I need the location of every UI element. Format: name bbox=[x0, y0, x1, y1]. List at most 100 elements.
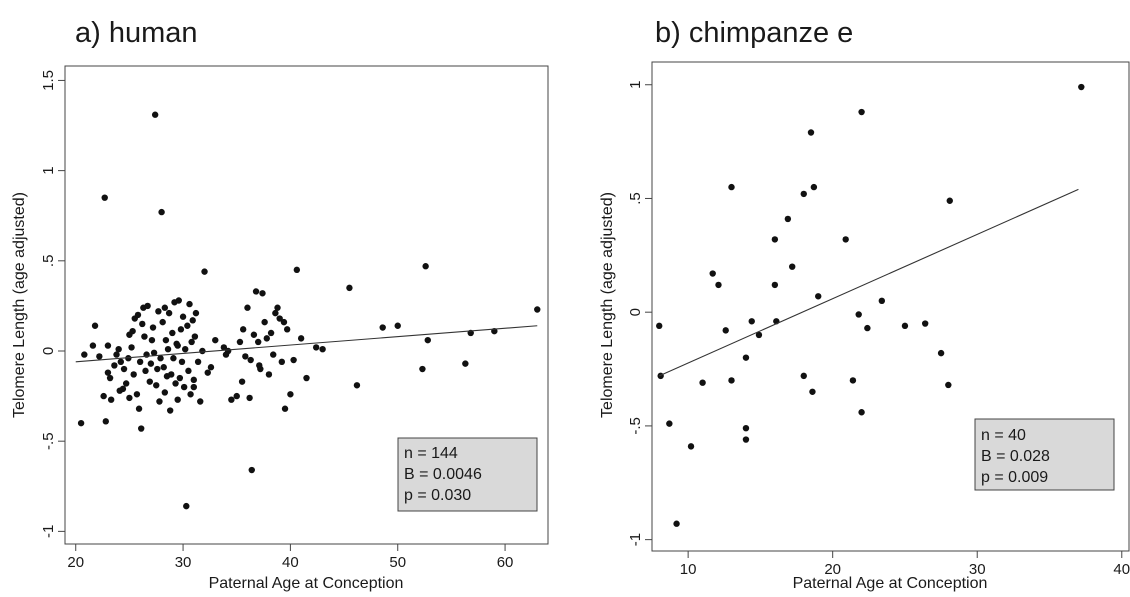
data-point-human bbox=[267, 329, 275, 337]
x-tick-label-chimpanzee: 30 bbox=[969, 561, 986, 578]
stats-box-background-chimpanzee bbox=[974, 418, 1115, 491]
data-point-human bbox=[185, 367, 192, 375]
data-point-human bbox=[153, 382, 160, 389]
data-point-human bbox=[312, 344, 320, 351]
plot-frame-chimpanzee bbox=[651, 61, 1130, 552]
y-tick-label-human: 1.5 bbox=[40, 70, 57, 91]
data-point-human bbox=[81, 351, 88, 358]
y-tick-label-chimpanzee: .5 bbox=[627, 192, 644, 205]
data-point-human bbox=[179, 313, 187, 320]
data-point-human bbox=[353, 382, 361, 389]
data-point-human bbox=[120, 365, 128, 373]
data-point-chimpanzee bbox=[810, 183, 818, 191]
data-point-chimpanzee bbox=[742, 436, 750, 443]
data-point-chimpanzee bbox=[784, 215, 792, 223]
data-point-human bbox=[139, 320, 146, 328]
data-point-human bbox=[252, 288, 260, 295]
data-point-human bbox=[281, 405, 289, 412]
data-point-human bbox=[194, 358, 202, 366]
data-point-human bbox=[201, 268, 208, 275]
y-axis-label-chimpanzee: Telomere Length (age adjusted) bbox=[599, 192, 616, 418]
data-point-human bbox=[250, 331, 258, 338]
data-point-human bbox=[168, 371, 175, 378]
data-point-human bbox=[158, 208, 165, 216]
data-point-human bbox=[144, 302, 151, 310]
data-point-human bbox=[220, 344, 228, 351]
data-point-human bbox=[207, 364, 215, 371]
data-point-human bbox=[259, 290, 266, 297]
axis-ticks-chimpanzee: 10 20 30 40 -1 -.5 0 .5 1 bbox=[627, 81, 1130, 578]
data-point-chimpanzee bbox=[800, 372, 807, 380]
data-point-chimpanzee bbox=[842, 236, 849, 243]
data-point-human bbox=[191, 333, 199, 340]
data-point-human bbox=[379, 324, 386, 331]
data-point-human bbox=[190, 383, 197, 391]
data-point-human bbox=[319, 345, 326, 353]
data-point-human bbox=[146, 378, 153, 385]
data-point-human bbox=[287, 391, 294, 398]
data-point-human bbox=[138, 425, 145, 432]
y-tick-label-human: -1 bbox=[40, 525, 57, 538]
y-tick-label-chimpanzee: 1 bbox=[627, 81, 644, 89]
data-point-human bbox=[172, 380, 179, 387]
scatter-points-human bbox=[77, 111, 541, 510]
data-point-human bbox=[165, 309, 173, 317]
data-point-human bbox=[113, 351, 120, 358]
data-point-human bbox=[156, 398, 163, 405]
data-point-chimpanzee bbox=[921, 320, 929, 327]
axis-ticks-human: 20 30 40 50 60 -1 -.5 0 .5 1 1.5 bbox=[40, 70, 513, 571]
chart-title-chimpanzee: b) chimpanze e bbox=[655, 17, 853, 49]
data-point-human bbox=[175, 297, 182, 304]
data-point-human bbox=[283, 326, 291, 333]
data-point-human bbox=[303, 374, 310, 382]
data-point-human bbox=[174, 396, 181, 403]
data-point-human bbox=[100, 392, 107, 400]
data-point-human bbox=[169, 329, 176, 337]
data-point-human bbox=[183, 502, 190, 510]
data-point-human bbox=[106, 374, 114, 382]
panel-human: a) human 20 30 40 50 60 -1 -.5 0 .5 1 1.5 Paternal… bbox=[11, 17, 549, 592]
stat-b-human: B = 0.0046 bbox=[404, 466, 482, 483]
data-point-chimpanzee bbox=[722, 327, 729, 334]
data-point-human bbox=[189, 317, 196, 324]
y-tick-label-human: 1 bbox=[40, 166, 57, 174]
data-point-human bbox=[186, 300, 193, 308]
data-point-chimpanzee bbox=[901, 322, 909, 330]
data-point-human bbox=[462, 360, 469, 367]
stat-n-human: n = 144 bbox=[404, 445, 458, 462]
data-point-chimpanzee bbox=[855, 311, 862, 318]
data-point-chimpanzee bbox=[789, 263, 796, 270]
data-point-chimpanzee bbox=[709, 270, 716, 277]
data-point-human bbox=[111, 362, 118, 369]
data-point-chimpanzee bbox=[748, 318, 755, 325]
data-point-human bbox=[394, 322, 401, 329]
data-point-human bbox=[419, 365, 426, 373]
panel-chimpanzee: b) chimpanze e 10 20 30 40 -1 -.5 0 .5 1 Paterna… bbox=[599, 17, 1130, 592]
scatter-points-chimpanzee bbox=[656, 83, 1085, 527]
data-point-human bbox=[187, 391, 194, 398]
data-point-chimpanzee bbox=[687, 443, 695, 450]
data-point-human bbox=[246, 394, 253, 402]
data-point-human bbox=[166, 407, 174, 414]
data-point-human bbox=[162, 336, 170, 344]
data-point-human bbox=[126, 331, 133, 338]
data-point-human bbox=[199, 347, 206, 355]
stats-box-human: n = 144 B = 0.0046 p = 0.030 bbox=[397, 437, 538, 512]
data-point-human bbox=[297, 335, 305, 342]
data-point-human bbox=[134, 311, 142, 319]
data-point-human bbox=[261, 318, 268, 326]
stats-box-background-human bbox=[397, 437, 538, 512]
fit-line-human bbox=[75, 325, 538, 363]
data-point-chimpanzee bbox=[728, 183, 735, 191]
data-point-human bbox=[236, 338, 244, 346]
data-point-human bbox=[117, 358, 125, 366]
data-point-chimpanzee bbox=[755, 331, 763, 339]
data-point-chimpanzee bbox=[815, 293, 822, 300]
y-tick-label-chimpanzee: 0 bbox=[627, 308, 644, 316]
data-point-human bbox=[141, 333, 148, 340]
data-point-human bbox=[149, 324, 157, 331]
data-point-human bbox=[96, 353, 103, 360]
fit-line-chimpanzee bbox=[659, 188, 1079, 377]
data-point-human bbox=[290, 356, 297, 364]
data-point-human bbox=[534, 306, 541, 313]
